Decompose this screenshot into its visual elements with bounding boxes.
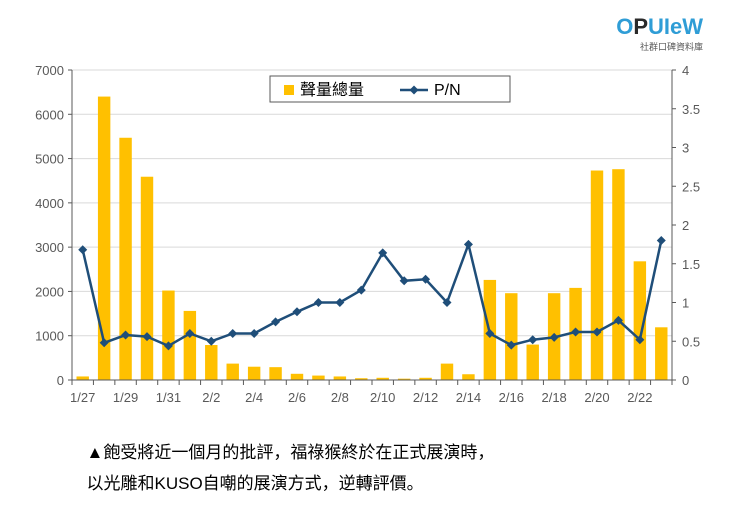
logo-p: P bbox=[633, 14, 648, 39]
x-tick-label: 2/20 bbox=[584, 390, 609, 405]
bar bbox=[612, 169, 624, 380]
logo-main: OPUIeW bbox=[616, 14, 703, 39]
x-tick-label: 1/29 bbox=[112, 390, 137, 405]
logo-rest: UIeW bbox=[648, 14, 703, 39]
y-right-tick: 0.5 bbox=[682, 334, 700, 349]
y-left-tick: 0 bbox=[56, 373, 63, 388]
y-left-tick: 7000 bbox=[35, 63, 64, 78]
bar bbox=[462, 374, 474, 380]
bar bbox=[140, 177, 152, 380]
x-tick-label: 2/8 bbox=[330, 390, 348, 405]
y-right-tick: 4 bbox=[682, 63, 689, 78]
bar bbox=[183, 311, 195, 380]
logo-subtitle: 社群口碑資料庫 bbox=[640, 42, 703, 52]
y-right-tick: 3.5 bbox=[682, 102, 700, 117]
bar bbox=[290, 374, 302, 380]
x-tick-label: 1/31 bbox=[155, 390, 180, 405]
line-marker bbox=[228, 329, 237, 338]
x-tick-label: 2/14 bbox=[455, 390, 480, 405]
y-right-tick: 3 bbox=[682, 141, 689, 156]
y-right-tick: 0 bbox=[682, 373, 689, 388]
y-right-tick: 1 bbox=[682, 296, 689, 311]
x-tick-label: 1/27 bbox=[70, 390, 95, 405]
caption-line-2: 以光雕和KUSO自嘲的展演方式，逆轉評價。 bbox=[87, 469, 647, 500]
line-marker bbox=[528, 335, 537, 344]
caption-line-1: ▲飽受將近一個月的批評，福祿猴終於在正式展演時， bbox=[87, 438, 647, 469]
y-left-tick: 1000 bbox=[35, 329, 64, 344]
bar bbox=[269, 367, 281, 380]
y-left-tick: 4000 bbox=[35, 196, 64, 211]
bar bbox=[505, 293, 517, 380]
line-marker bbox=[271, 317, 280, 326]
bar bbox=[247, 367, 259, 380]
chart-svg: 0 1000 2000 3000 4000 5000 6000 7000 0 0.5 1 1.5 2 2.… bbox=[17, 60, 717, 420]
bar bbox=[119, 138, 131, 380]
line-marker bbox=[292, 307, 301, 316]
bar bbox=[655, 327, 667, 380]
x-tick-label: 2/22 bbox=[627, 390, 652, 405]
chart-container: 0 1000 2000 3000 4000 5000 6000 7000 0 0.5 1 1.5 2 2.… bbox=[17, 60, 717, 420]
x-tick-label: 2/10 bbox=[370, 390, 395, 405]
bar bbox=[205, 345, 217, 380]
line-marker bbox=[249, 329, 258, 338]
bar bbox=[590, 171, 602, 380]
y-right-tick: 1.5 bbox=[682, 257, 700, 272]
logo-o: O bbox=[616, 14, 633, 39]
bar bbox=[333, 376, 345, 380]
line-marker bbox=[656, 236, 665, 245]
legend-label-2: P/N bbox=[434, 82, 461, 99]
x-tick-label: 2/6 bbox=[287, 390, 305, 405]
legend-swatch-bar bbox=[284, 85, 294, 95]
caption: ▲飽受將近一個月的批評，福祿猴終於在正式展演時， 以光雕和KUSO自嘲的展演方式… bbox=[87, 438, 647, 499]
line-marker bbox=[313, 298, 322, 307]
y-right-tick: 2 bbox=[682, 218, 689, 233]
bar bbox=[312, 376, 324, 380]
bar bbox=[440, 364, 452, 380]
y-left-tick: 5000 bbox=[35, 152, 64, 167]
y-left-tick: 3000 bbox=[35, 240, 64, 255]
bar bbox=[162, 291, 174, 380]
y-right-tick: 2.5 bbox=[682, 179, 700, 194]
x-tick-label: 2/2 bbox=[202, 390, 220, 405]
bar bbox=[226, 364, 238, 380]
y-left-tick: 6000 bbox=[35, 107, 64, 122]
line-marker bbox=[206, 337, 215, 346]
logo: OPUIeW 社群口碑資料庫 bbox=[12, 12, 721, 54]
x-tick-label: 2/12 bbox=[412, 390, 437, 405]
x-tick-label: 2/18 bbox=[541, 390, 566, 405]
bar bbox=[526, 345, 538, 380]
legend-label-1: 聲量總量 bbox=[300, 81, 364, 99]
y-left-tick: 2000 bbox=[35, 284, 64, 299]
bar bbox=[76, 376, 88, 380]
x-tick-label: 2/16 bbox=[498, 390, 523, 405]
x-tick-label: 2/4 bbox=[245, 390, 263, 405]
